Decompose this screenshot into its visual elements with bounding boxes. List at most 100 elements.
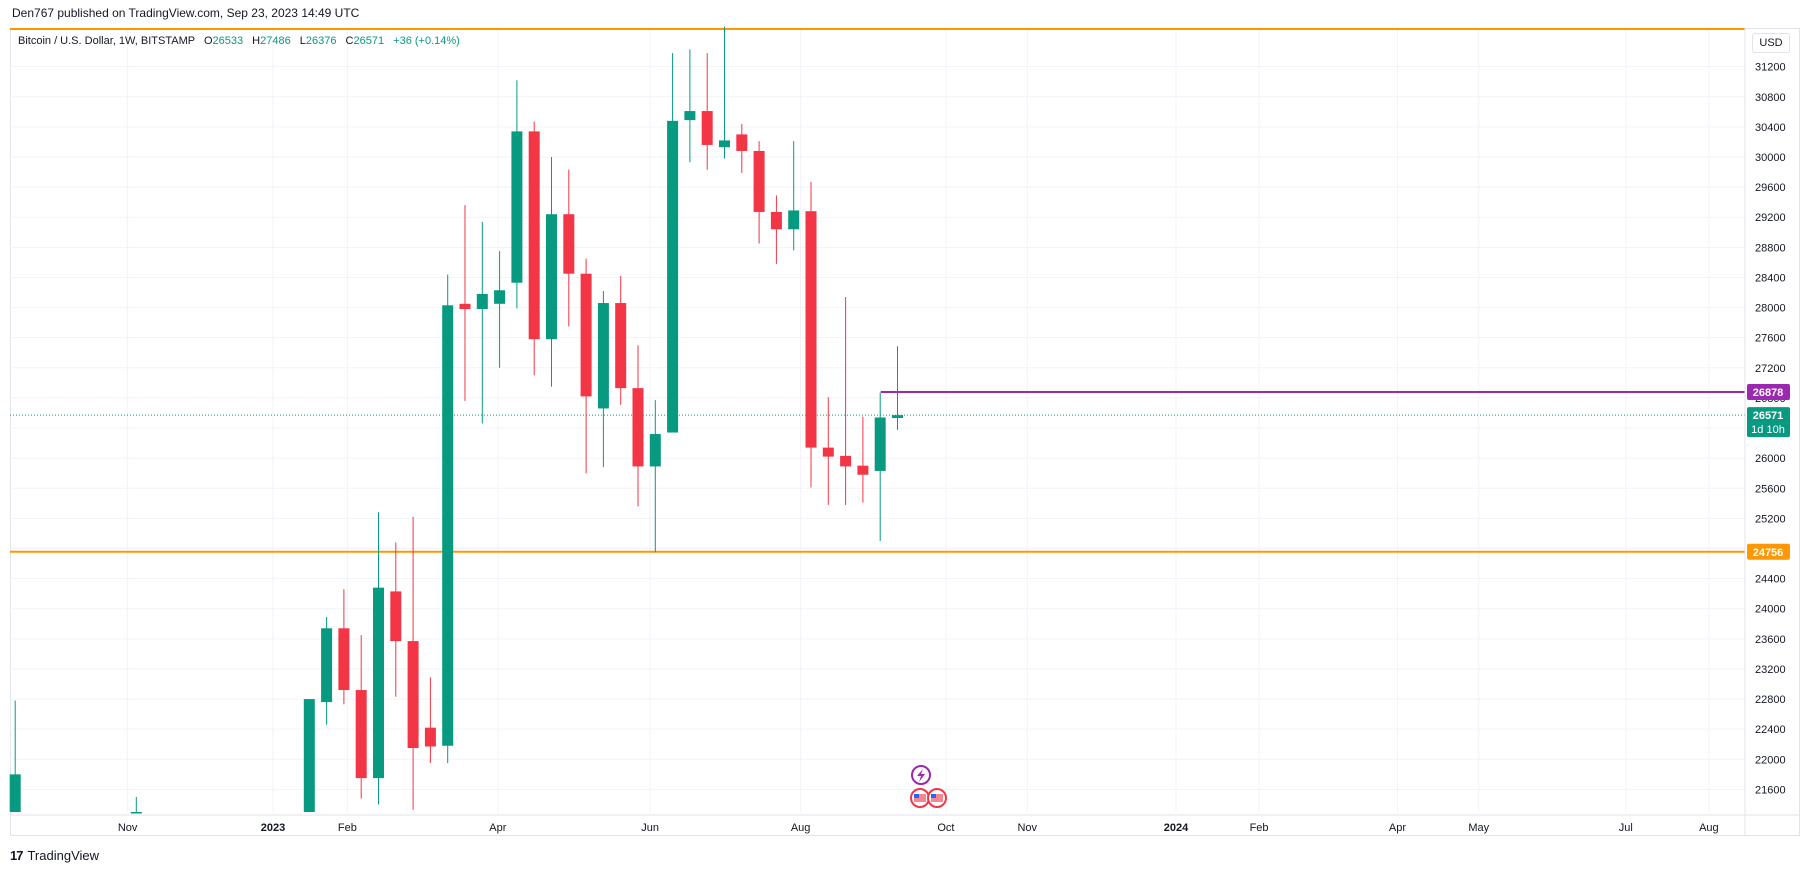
candle[interactable] (373, 512, 384, 805)
candle[interactable] (874, 392, 886, 541)
x-tick-label: Feb (338, 822, 357, 834)
price-tag-level-bg (1747, 384, 1790, 401)
candle-body (840, 455, 852, 467)
low-label: L (299, 35, 306, 47)
x-tick-label: Feb (1250, 822, 1269, 834)
grid-layer (10, 29, 1745, 812)
y-tick-label: 27200 (1755, 363, 1786, 375)
close-label: C (345, 35, 354, 47)
candle-body (701, 111, 713, 145)
candle[interactable] (9, 700, 21, 812)
candle-body (597, 303, 609, 409)
high-value: 27486 (260, 35, 291, 47)
candle[interactable] (511, 80, 523, 309)
candle[interactable] (649, 400, 661, 553)
open-value: 26533 (212, 35, 244, 47)
candle-body (390, 591, 402, 642)
candle[interactable] (701, 53, 713, 170)
high-label: H (252, 35, 261, 47)
flag-stripes-1 (914, 794, 926, 802)
x-tick-label: Aug (791, 822, 811, 834)
y-tick-label: 22800 (1755, 694, 1786, 706)
y-tick-label: 25200 (1755, 513, 1786, 525)
candle[interactable] (303, 699, 315, 812)
candle[interactable] (494, 251, 506, 368)
candle[interactable] (822, 397, 834, 505)
candle-body (805, 211, 817, 448)
candle-body (736, 134, 748, 151)
y-tick-label: 27600 (1755, 333, 1786, 345)
candle[interactable] (580, 258, 592, 474)
y-tick-label: 22400 (1755, 724, 1786, 736)
y-tick-label: 28400 (1755, 272, 1786, 284)
y-tick-label: 30000 (1755, 152, 1786, 164)
candle-body (373, 587, 384, 779)
x-tick-label: Nov (118, 822, 138, 834)
candle-body (546, 214, 557, 340)
candle-body (563, 214, 575, 274)
candle-body (355, 690, 367, 779)
y-tick-label: 26000 (1755, 453, 1786, 465)
candle[interactable] (338, 589, 350, 705)
candle[interactable] (805, 181, 817, 488)
candle-body (632, 388, 644, 467)
candle[interactable] (546, 156, 557, 387)
y-tick-label: 30400 (1755, 122, 1786, 134)
y-tick-label: 23600 (1755, 634, 1786, 646)
candle-body (892, 415, 903, 419)
candle[interactable] (321, 617, 333, 725)
candle[interactable] (390, 542, 402, 697)
candle[interactable] (355, 635, 367, 799)
footer-brand[interactable]: 17 TradingView (10, 848, 99, 863)
candle-body (442, 305, 454, 746)
candle[interactable] (563, 169, 575, 327)
lightning-bolt-icon (917, 769, 925, 782)
y-tick-label: 21600 (1755, 784, 1786, 796)
change-value: +36 (+0.14%) (393, 35, 460, 47)
candle[interactable] (528, 121, 540, 376)
candle[interactable] (130, 796, 142, 814)
candle[interactable] (840, 297, 852, 505)
price-tag-support: 24756 (1753, 547, 1784, 559)
candle[interactable] (736, 123, 748, 173)
candle[interactable] (857, 416, 869, 503)
candle-body (857, 465, 869, 475)
candle[interactable] (667, 53, 679, 433)
candle-body (822, 447, 834, 457)
candle[interactable] (632, 345, 644, 507)
candle[interactable] (892, 346, 903, 430)
candle[interactable] (424, 677, 436, 764)
candle-body (424, 727, 436, 747)
symbol-legend[interactable]: Bitcoin / U.S. Dollar, 1W, BITSTAMP O265… (18, 35, 460, 47)
flag-canton-1 (914, 794, 919, 798)
x-tick-label: Jun (641, 822, 659, 834)
close-value: 26571 (353, 35, 385, 47)
candle[interactable] (459, 205, 471, 401)
x-tick-label: May (1468, 822, 1489, 834)
candle[interactable] (615, 275, 627, 405)
candle-body (321, 628, 333, 703)
candle[interactable] (597, 291, 609, 468)
x-tick-label: 2023 (261, 822, 285, 834)
candle-body (770, 211, 782, 230)
candle[interactable] (788, 141, 800, 251)
candle[interactable] (770, 195, 782, 264)
x-tick-label: Apr (1389, 822, 1406, 834)
last-price-tag-bg (1747, 407, 1790, 438)
candle-body (494, 290, 506, 304)
candle[interactable] (719, 26, 730, 159)
currency-selector[interactable]: USD (1752, 33, 1790, 53)
low-value: 26376 (305, 35, 337, 47)
candle-body (649, 434, 661, 467)
candle-body (130, 812, 142, 814)
candle[interactable] (753, 141, 765, 244)
candle-body (476, 294, 488, 310)
price-tag-support-bg (1747, 543, 1790, 560)
candle[interactable] (476, 221, 488, 424)
candle[interactable] (407, 516, 419, 810)
candle[interactable] (684, 49, 696, 163)
candle[interactable] (442, 274, 454, 764)
candle-body (667, 120, 679, 433)
x-tick-label: 2024 (1164, 822, 1189, 834)
